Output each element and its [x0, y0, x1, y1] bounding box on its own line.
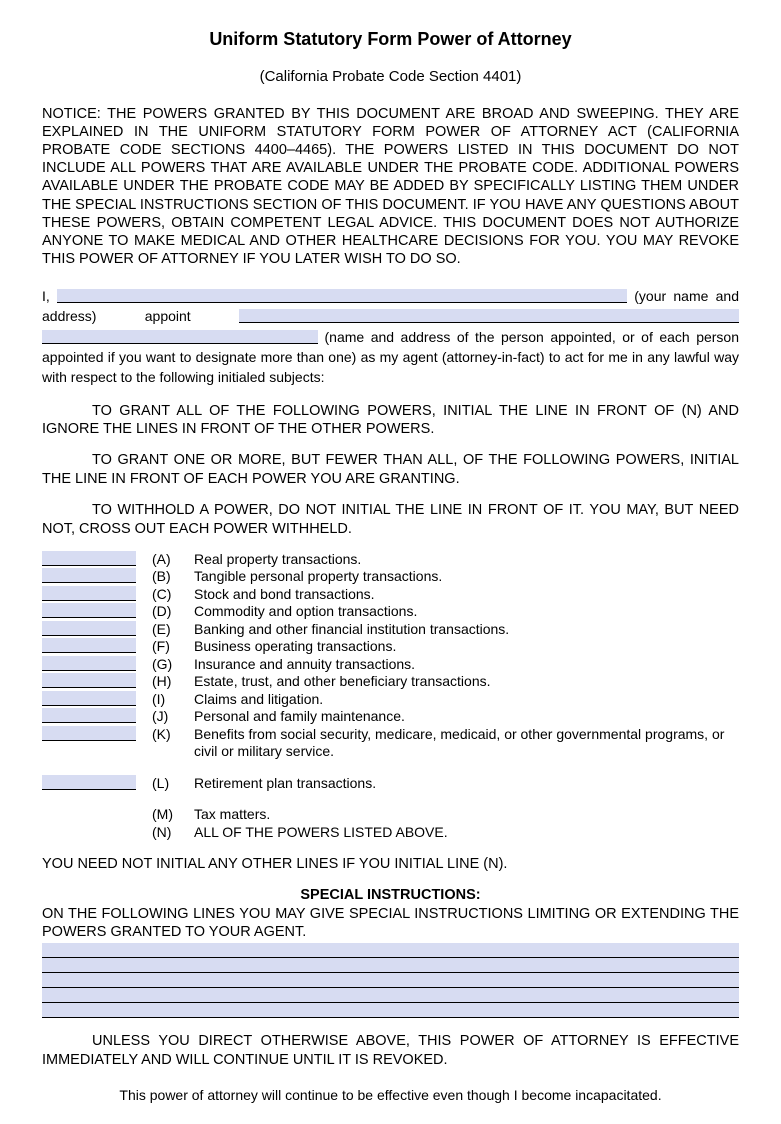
power-letter: (H) [152, 673, 194, 691]
initial-field[interactable] [42, 551, 136, 566]
footer-text: This power of attorney will continue to … [42, 1086, 739, 1104]
power-letter: (A) [152, 551, 194, 569]
power-letter: (F) [152, 638, 194, 656]
effective-paragraph: UNLESS YOU DIRECT OTHERWISE ABOVE, THIS … [42, 1032, 739, 1070]
special-instructions-heading: SPECIAL INSTRUCTIONS: [42, 886, 739, 905]
power-letter: (D) [152, 603, 194, 621]
power-letter: (M) [152, 806, 194, 824]
power-letter: (L) [152, 775, 194, 793]
power-letter: (J) [152, 708, 194, 726]
power-text: Tax matters. [194, 806, 739, 824]
special-instruction-line[interactable] [42, 973, 739, 988]
power-row: (F)Business operating transactions. [42, 638, 739, 656]
initial-field[interactable] [42, 691, 136, 706]
power-row: (I)Claims and litigation. [42, 691, 739, 709]
page-subtitle: (California Probate Code Section 4401) [42, 67, 739, 87]
power-row: (L)Retirement plan transactions. [42, 775, 739, 793]
power-text: Retirement plan transactions. [194, 775, 739, 793]
agent-name-field-line1[interactable] [239, 309, 739, 323]
appointment-section: I, (your name and address) appoint (name… [42, 286, 739, 387]
power-letter: (N) [152, 824, 194, 842]
power-letter: (B) [152, 568, 194, 586]
special-instruction-line[interactable] [42, 988, 739, 1003]
instruction-grant-some: TO GRANT ONE OR MORE, BUT FEWER THAN ALL… [42, 451, 739, 489]
power-letter: (I) [152, 691, 194, 709]
power-text: Estate, trust, and other beneficiary tra… [194, 673, 739, 691]
power-text: Benefits from social security, medicare,… [194, 726, 739, 761]
initial-field[interactable] [42, 568, 136, 583]
initial-field[interactable] [42, 726, 136, 741]
power-row: (C)Stock and bond transactions. [42, 586, 739, 604]
power-letter: (E) [152, 621, 194, 639]
instruction-withhold: TO WITHHOLD A POWER, DO NOT INITIAL THE … [42, 501, 739, 539]
power-text: Banking and other financial institution … [194, 621, 739, 639]
special-instruction-line[interactable] [42, 1003, 739, 1018]
initial-field[interactable] [42, 586, 136, 601]
power-letter: (C) [152, 586, 194, 604]
power-row: (E)Banking and other financial instituti… [42, 621, 739, 639]
power-text: Claims and litigation. [194, 691, 739, 709]
power-letter: (G) [152, 656, 194, 674]
power-row: (N)ALL OF THE POWERS LISTED ABOVE. [42, 824, 739, 842]
special-instruction-line[interactable] [42, 958, 739, 973]
power-text: Insurance and annuity transactions. [194, 656, 739, 674]
notice-text: NOTICE: THE POWERS GRANTED BY THIS DOCUM… [42, 105, 739, 268]
instruction-grant-all: TO GRANT ALL OF THE FOLLOWING POWERS, IN… [42, 402, 739, 440]
page-title: Uniform Statutory Form Power of Attorney [42, 28, 739, 51]
principal-name-field[interactable] [57, 289, 627, 303]
special-instruction-line[interactable] [42, 943, 739, 958]
appoint-prefix: I, [42, 288, 50, 304]
agent-name-field-line2[interactable] [42, 330, 318, 344]
initial-field[interactable] [42, 603, 136, 618]
initial-field[interactable] [42, 621, 136, 636]
initial-field[interactable] [42, 775, 136, 790]
power-text: Commodity and option transactions. [194, 603, 739, 621]
special-instructions-intro: ON THE FOLLOWING LINES YOU MAY GIVE SPEC… [42, 905, 739, 941]
special-instructions-lines [42, 943, 739, 1018]
power-text: Business operating transactions. [194, 638, 739, 656]
power-text: Stock and bond transactions. [194, 586, 739, 604]
power-row: (G)Insurance and annuity transactions. [42, 656, 739, 674]
power-row: (K)Benefits from social security, medica… [42, 726, 739, 761]
initial-field[interactable] [42, 638, 136, 653]
power-row: (M)Tax matters. [42, 806, 739, 824]
power-row: (B)Tangible personal property transactio… [42, 568, 739, 586]
power-text: ALL OF THE POWERS LISTED ABOVE. [194, 824, 739, 842]
power-text: Personal and family maintenance. [194, 708, 739, 726]
power-row: (H)Estate, trust, and other beneficiary … [42, 673, 739, 691]
power-row: (J)Personal and family maintenance. [42, 708, 739, 726]
initial-field[interactable] [42, 708, 136, 723]
initial-field[interactable] [42, 673, 136, 688]
power-row: (D)Commodity and option transactions. [42, 603, 739, 621]
power-row: (A)Real property transactions. [42, 551, 739, 569]
power-text: Tangible personal property transactions. [194, 568, 739, 586]
initial-field[interactable] [42, 656, 136, 671]
power-text: Real property transactions. [194, 551, 739, 569]
powers-list: (A)Real property transactions.(B)Tangibl… [42, 551, 739, 842]
power-letter: (K) [152, 726, 194, 744]
note-line-n: YOU NEED NOT INITIAL ANY OTHER LINES IF … [42, 855, 739, 874]
